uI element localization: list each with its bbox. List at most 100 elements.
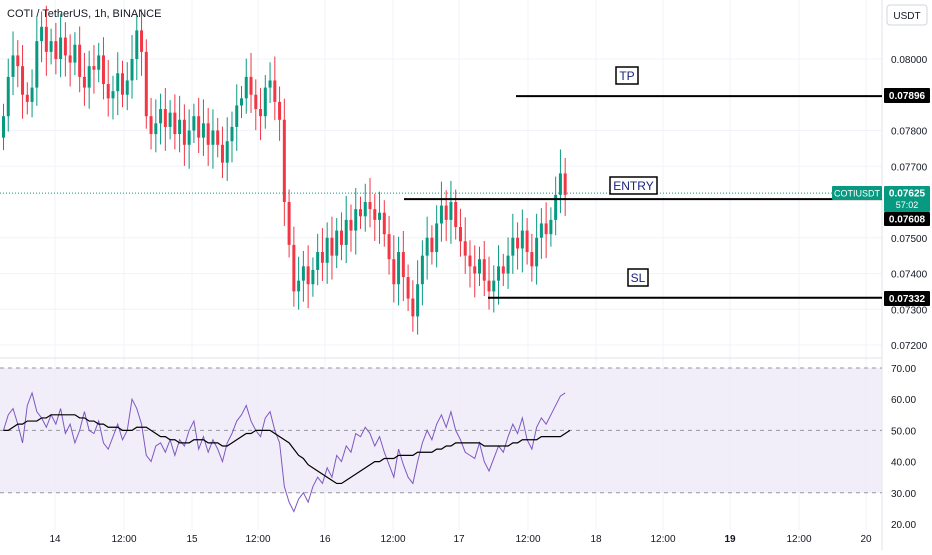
candle xyxy=(344,195,348,264)
entry-annotation[interactable]: ENTRY xyxy=(609,176,658,195)
candle xyxy=(278,86,282,141)
candle xyxy=(35,17,39,106)
candle xyxy=(173,94,177,150)
candle-body xyxy=(225,141,229,163)
rsi-axis[interactable]: 70.00 60.00 50.00 40.00 30.00 20.00 xyxy=(891,364,916,531)
candle xyxy=(101,37,105,100)
candle xyxy=(520,209,524,273)
candle-body xyxy=(268,80,272,88)
candle-body xyxy=(25,94,29,102)
candle-body xyxy=(173,112,177,135)
candle-body xyxy=(378,212,382,220)
candle-body xyxy=(344,219,348,245)
currency-button[interactable]: USDT xyxy=(886,4,928,26)
candle-body xyxy=(211,130,215,145)
candle-body xyxy=(249,76,253,95)
candle xyxy=(516,222,520,270)
candle-body xyxy=(206,123,210,145)
rsi-tick-label: 40.00 xyxy=(891,458,916,469)
candle-body xyxy=(563,173,567,195)
candle-body xyxy=(11,55,15,77)
candle-body xyxy=(301,266,305,281)
candle xyxy=(463,217,467,274)
candle xyxy=(492,265,496,313)
candle-body xyxy=(316,252,320,270)
candle xyxy=(316,233,320,286)
time-tick-label: 20 xyxy=(860,534,872,545)
candle xyxy=(287,189,291,258)
candle xyxy=(420,240,424,306)
candle-body xyxy=(30,87,34,102)
candle-body xyxy=(2,116,5,138)
entry-price-badge: 0.07608 xyxy=(884,212,930,226)
candle-body xyxy=(335,230,339,256)
candle xyxy=(335,218,339,269)
candle xyxy=(192,103,196,144)
candle xyxy=(106,60,110,117)
candle-body xyxy=(373,209,377,220)
candle xyxy=(454,189,458,240)
candle-body xyxy=(549,219,553,235)
time-tick-label: 12:00 xyxy=(650,534,675,545)
time-tick-label: 12:00 xyxy=(245,534,270,545)
candle-body xyxy=(439,205,443,224)
candle-body xyxy=(368,202,372,210)
symbol-title[interactable]: COTI / TetherUS, 1h, BINANCE xyxy=(7,8,161,20)
candle xyxy=(297,256,301,310)
candle-body xyxy=(349,219,353,231)
candle xyxy=(40,11,44,63)
candle xyxy=(182,104,186,166)
candle xyxy=(392,235,396,303)
candle xyxy=(11,31,15,96)
candle xyxy=(416,260,420,335)
price-tick-label: 0.07400 xyxy=(891,270,928,281)
candle-body xyxy=(97,55,101,70)
candle xyxy=(444,190,448,241)
candle-body xyxy=(101,55,105,85)
candle-body xyxy=(387,234,391,260)
currency-button-label: USDT xyxy=(893,11,920,22)
candle-body xyxy=(487,280,491,292)
candle-body xyxy=(287,202,291,245)
price-axis[interactable]: 0.08000 0.07800 0.07700 0.07500 0.07400 0.073… xyxy=(891,55,928,352)
candle-body xyxy=(554,194,558,220)
candle xyxy=(125,62,129,111)
candle-body xyxy=(292,244,296,292)
candle xyxy=(154,99,158,153)
rsi-tick-label: 60.00 xyxy=(891,395,916,406)
candle xyxy=(487,256,491,310)
candle xyxy=(544,202,548,259)
candle xyxy=(254,79,258,131)
candle xyxy=(78,26,82,93)
candle xyxy=(306,245,310,309)
sl-annotation[interactable]: SL xyxy=(627,268,649,287)
price-tick-label: 0.07200 xyxy=(891,341,928,352)
candle xyxy=(478,246,481,287)
candle xyxy=(97,42,101,83)
candle-body xyxy=(320,252,324,263)
candle-body xyxy=(473,266,477,274)
candle xyxy=(554,176,558,236)
time-axis[interactable]: 14 12:00 15 12:00 16 12:00 17 12:00 18 12:00 19 12:… xyxy=(49,534,872,545)
candle xyxy=(225,117,229,181)
candle-body xyxy=(425,237,429,256)
candle xyxy=(401,230,405,302)
candle xyxy=(506,237,510,289)
rsi-reference-lines xyxy=(0,367,882,494)
candle xyxy=(549,207,553,247)
candle xyxy=(282,98,286,226)
price-tick-label: 0.07500 xyxy=(891,234,928,245)
candle-body xyxy=(449,202,453,220)
candle-body xyxy=(278,101,282,120)
candle-body xyxy=(482,259,486,281)
candle-body xyxy=(530,252,534,267)
candle-body xyxy=(82,76,86,88)
candle xyxy=(135,15,139,81)
tp-annotation[interactable]: TP xyxy=(615,66,639,85)
candle-body xyxy=(406,277,410,299)
candle xyxy=(216,117,220,158)
candle-body xyxy=(539,223,543,238)
time-tick-label: 12:00 xyxy=(111,534,136,545)
entry-price-text: 0.07608 xyxy=(889,215,926,226)
